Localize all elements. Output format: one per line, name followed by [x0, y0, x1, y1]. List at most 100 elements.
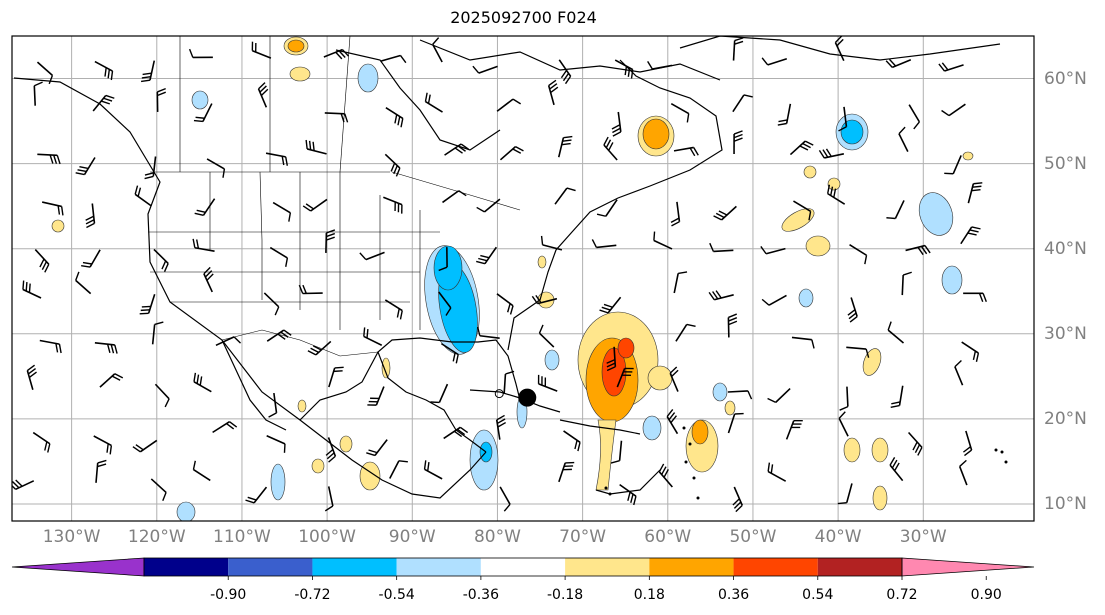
wind-barb — [789, 140, 814, 156]
wind-barb-flag — [972, 185, 982, 188]
wind-barb — [424, 92, 443, 113]
wind-barb-flag — [826, 184, 831, 194]
wind-barb-flag — [686, 113, 690, 123]
wind-barb-shaft — [675, 324, 688, 342]
wind-barb — [257, 82, 269, 108]
wind-barb-flag — [277, 333, 286, 340]
wind-barb — [839, 386, 849, 411]
wind-barb-flag — [914, 444, 921, 454]
wind-barb-flag — [395, 167, 401, 177]
wind-barb-flag — [456, 428, 466, 436]
wind-barb-flag — [454, 147, 463, 154]
wind-barb — [367, 386, 385, 406]
wind-barb-shaft — [266, 435, 286, 445]
wind-barb-shaft — [272, 201, 291, 214]
wind-barb — [849, 244, 868, 265]
wind-barb-flag — [959, 459, 967, 467]
wind-barb — [154, 383, 170, 408]
wind-barb-flag — [972, 350, 977, 361]
longitude-label: 120°W — [127, 527, 186, 547]
wind-barb — [669, 366, 679, 392]
wind-barb-shaft — [838, 417, 849, 437]
negative-anomaly-core — [840, 119, 864, 145]
wind-barb-shaft — [542, 244, 563, 251]
positive-anomaly-region — [843, 437, 861, 463]
colorbar-segment — [480, 558, 566, 576]
wind-barb — [192, 460, 211, 482]
wind-barb-flag — [203, 266, 211, 275]
wind-barb-flag — [941, 62, 949, 71]
island — [608, 492, 612, 496]
wind-barb-flag — [222, 168, 226, 178]
wind-barb-shaft — [887, 329, 905, 344]
wind-barb-flag — [715, 290, 722, 299]
wind-barb-flag — [941, 109, 950, 117]
wind-barb-flag — [325, 448, 334, 456]
colorbar-segment — [817, 558, 902, 576]
wind-barb-shaft — [273, 392, 278, 413]
wind-barb — [616, 367, 634, 388]
wind-barb — [890, 385, 904, 409]
wind-barb — [611, 111, 622, 137]
wind-barb-flag — [82, 261, 92, 265]
positive-anomaly-region — [781, 208, 815, 232]
wind-barb-flag — [137, 187, 142, 197]
wind-barb-flag — [973, 182, 983, 185]
wind-barb-flag — [163, 263, 169, 272]
wind-barb-flag — [712, 291, 719, 300]
wind-barb-flag — [140, 79, 151, 83]
wind-barb-flag — [310, 347, 319, 354]
wind-barb — [156, 87, 166, 112]
wind-barb — [793, 200, 812, 221]
wind-barb-flag — [917, 246, 924, 256]
wind-barb-flag — [891, 459, 898, 469]
wind-barb — [384, 299, 403, 320]
wind-barb-flag — [834, 36, 843, 43]
wind-barb-flag — [476, 206, 485, 213]
wind-barb — [94, 60, 114, 81]
wind-barb-flag — [288, 212, 292, 222]
wind-barb — [954, 360, 964, 386]
wind-barb-shaft — [596, 244, 617, 249]
wind-barb — [826, 184, 846, 205]
colorbar-segment — [228, 558, 313, 576]
wind-barb-flag — [157, 91, 166, 97]
wind-barb-flag — [56, 155, 61, 165]
wind-barb-flag — [975, 352, 980, 362]
coastline — [559, 419, 641, 435]
wind-barb-flag — [566, 187, 576, 192]
wind-barb-shaft — [845, 483, 853, 503]
wind-barb-shaft — [652, 64, 673, 70]
wind-barb-flag — [838, 411, 846, 419]
colorbar-extend-high — [901, 557, 1035, 577]
wind-barb-flag — [397, 116, 401, 126]
wind-barb-flag — [283, 329, 292, 336]
wind-barb-flag — [668, 412, 676, 421]
wind-barb-flag — [22, 280, 25, 290]
wind-barb-flag — [808, 211, 812, 221]
wind-barb — [558, 461, 575, 483]
wind-barb — [905, 244, 931, 256]
wind-barb-flag — [139, 312, 149, 315]
wind-barb — [727, 390, 753, 400]
wind-barb-flag — [512, 148, 522, 154]
wind-barb-flag — [509, 305, 514, 315]
wind-barb-flag — [693, 147, 699, 156]
wind-barb-flag — [460, 143, 469, 150]
wind-barb-flag — [978, 293, 984, 303]
wind-barb — [889, 457, 904, 482]
wind-barb-flag — [455, 354, 459, 364]
wind-barb — [673, 146, 699, 157]
wind-barb — [75, 271, 92, 295]
colorbar-tick-label: 0.18 — [633, 587, 665, 603]
map-frame — [11, 35, 1035, 522]
wind-barb — [670, 201, 681, 227]
wind-barb-flag — [245, 499, 255, 504]
longitude-label: 50°W — [729, 527, 777, 547]
wind-barb-flag — [141, 305, 151, 308]
wind-barb — [472, 65, 498, 74]
wind-barb-flag — [718, 210, 728, 216]
wind-barb-flag — [298, 284, 304, 294]
wind-barb-shaft — [732, 94, 745, 113]
wind-barb-flag — [917, 447, 923, 456]
